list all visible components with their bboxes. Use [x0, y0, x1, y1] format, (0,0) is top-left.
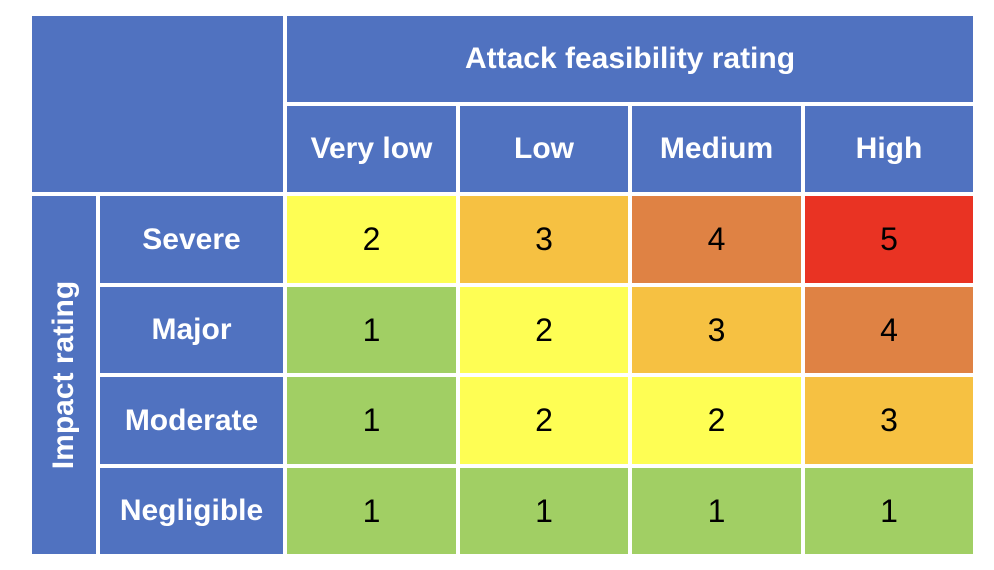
risk-cell: 1: [630, 466, 803, 556]
risk-cell: 4: [803, 285, 975, 375]
risk-cell: 1: [285, 285, 458, 375]
risk-cell: 1: [803, 466, 975, 556]
risk-cell: 5: [803, 194, 975, 285]
corner-blank: [30, 14, 285, 194]
risk-cell: 2: [285, 194, 458, 285]
column-group-label: Attack feasibility rating: [285, 14, 975, 104]
row-header-major: Major: [98, 285, 285, 375]
risk-cell: 3: [458, 194, 630, 285]
row-header-negligible: Negligible: [98, 466, 285, 556]
column-header-very-low: Very low: [285, 104, 458, 194]
risk-cell: 2: [630, 375, 803, 466]
risk-cell: 1: [458, 466, 630, 556]
risk-cell: 3: [803, 375, 975, 466]
row-header-moderate: Moderate: [98, 375, 285, 466]
row-header-severe: Severe: [98, 194, 285, 285]
risk-cell: 2: [458, 375, 630, 466]
row-group-label-text: Impact rating: [47, 280, 80, 470]
column-header-medium: Medium: [630, 104, 803, 194]
risk-cell: 2: [458, 285, 630, 375]
risk-matrix: Attack feasibility rating Impact rating …: [30, 14, 975, 556]
risk-cell: 4: [630, 194, 803, 285]
risk-cell: 3: [630, 285, 803, 375]
risk-cell: 1: [285, 375, 458, 466]
risk-cell: 1: [285, 466, 458, 556]
column-header-high: High: [803, 104, 975, 194]
row-group-label: Impact rating: [30, 194, 98, 556]
column-header-low: Low: [458, 104, 630, 194]
